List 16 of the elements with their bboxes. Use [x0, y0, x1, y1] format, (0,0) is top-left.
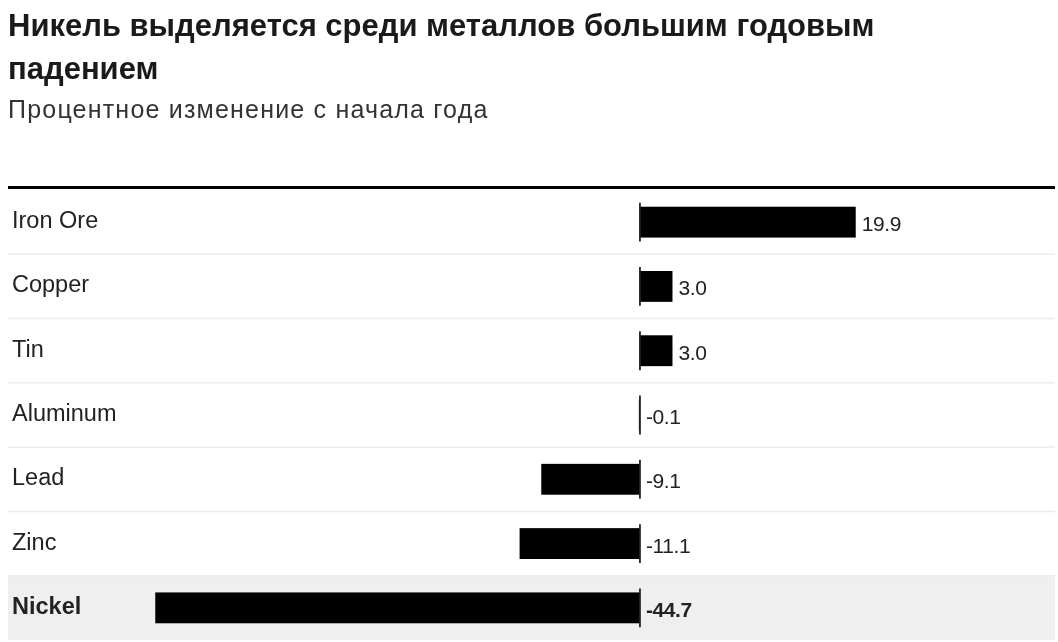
y-tick-label: Lead — [12, 464, 65, 491]
data-label: 3.0 — [678, 340, 707, 364]
chart-subtitle: Процентное изменение с начала года — [8, 95, 489, 123]
data-label: 3.0 — [678, 276, 707, 300]
y-tick-label: Iron Ore — [12, 207, 99, 234]
y-tick-label: Aluminum — [12, 400, 117, 426]
y-tick-label: Zinc — [12, 528, 57, 555]
data-label: 19.9 — [861, 212, 902, 236]
data-label: -9.1 — [645, 469, 681, 493]
chart-title: Никель выделяется среди металлов большим годовым падением — [8, 8, 875, 86]
y-tick-label: Nickel — [12, 592, 82, 619]
y-tick-label: Tin — [12, 335, 44, 362]
data-label: -44.7 — [645, 597, 692, 621]
data-label: -0.1 — [645, 405, 681, 428]
data-label: -11.1 — [645, 533, 691, 557]
y-tick-label: Copper — [12, 271, 90, 298]
